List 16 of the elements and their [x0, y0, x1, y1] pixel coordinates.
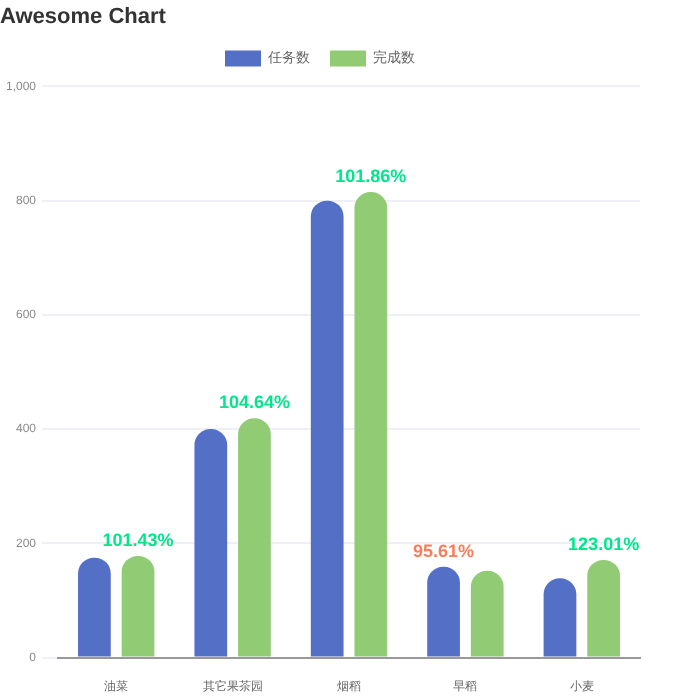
annotation: 123.01%	[568, 533, 640, 554]
annotation: 101.86%	[335, 166, 407, 187]
annotation: 95.61%	[413, 540, 475, 561]
bar	[354, 192, 388, 657]
bar	[543, 578, 577, 657]
bar	[78, 557, 111, 657]
bar	[427, 566, 460, 657]
annotation: 104.64%	[218, 392, 290, 413]
chart-title: Awesome Chart	[0, 5, 167, 30]
annotation: 101.43%	[102, 529, 174, 550]
bar	[587, 559, 620, 657]
bar	[238, 418, 271, 657]
bar	[194, 429, 228, 657]
bar	[470, 570, 504, 657]
bar	[310, 200, 344, 657]
bar	[121, 555, 155, 657]
